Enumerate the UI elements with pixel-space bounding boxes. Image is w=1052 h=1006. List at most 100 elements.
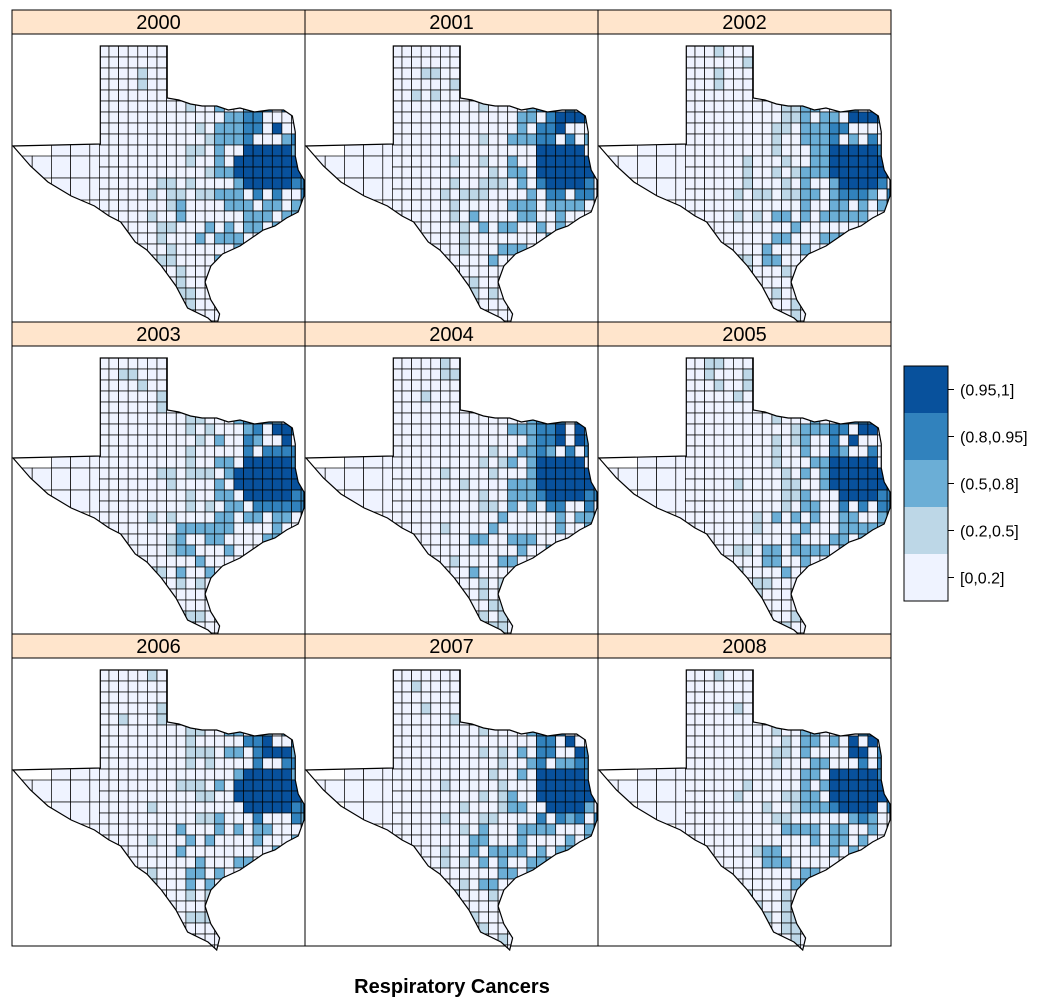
county-cell: [156, 500, 167, 513]
county-cell: [344, 467, 364, 491]
county-cell: [185, 599, 196, 612]
county-cell: [411, 390, 422, 403]
county-cell: [713, 713, 725, 726]
county-cell: [430, 100, 441, 113]
county-cell: [733, 221, 744, 234]
county-cell: [867, 199, 878, 212]
county-cell: [694, 691, 705, 704]
county-cell: [507, 533, 518, 546]
county-cell: [127, 46, 139, 58]
texas-outline: [597, 357, 891, 640]
county-cell: [430, 511, 441, 524]
county-cell: [526, 456, 537, 469]
county-cell: [790, 199, 802, 212]
county-cell: [694, 166, 705, 179]
county-cell: [723, 100, 734, 113]
county-cell: [752, 768, 763, 781]
county-cell: [156, 56, 167, 69]
county-cell: [713, 522, 725, 535]
county-cell: [233, 122, 244, 135]
county-cell: [156, 67, 167, 80]
county-cell: [497, 522, 509, 535]
county-cell: [401, 456, 412, 469]
county-cell: [223, 177, 235, 190]
county-cell: [752, 544, 763, 557]
county-cell: [262, 801, 273, 814]
county-cell: [243, 511, 254, 524]
county-cell: [848, 133, 859, 146]
county-cell: [156, 757, 167, 770]
county-cell: [809, 166, 821, 179]
county-cell: [526, 768, 537, 781]
county-cell: [497, 544, 509, 557]
county-cell: [401, 166, 412, 179]
county-cell: [526, 122, 537, 135]
county-cell: [223, 111, 235, 124]
map-panel-2007: 2007: [304, 633, 599, 952]
county-cell: [781, 566, 792, 579]
county-cell: [166, 724, 177, 737]
county-cell: [742, 144, 753, 157]
county-cell: [564, 812, 576, 825]
county-cell: [536, 177, 547, 190]
county-cell: [742, 133, 753, 146]
county-cell: [497, 221, 509, 234]
county-cell: [781, 555, 792, 568]
county-cell: [291, 489, 302, 502]
county-cell: [752, 746, 763, 759]
county-cell: [545, 188, 557, 201]
county-cell: [440, 78, 451, 91]
county-cell: [771, 155, 782, 168]
county-cell: [761, 199, 773, 212]
county-cell: [440, 67, 451, 80]
county-cell: [233, 823, 244, 836]
county-cell: [271, 801, 283, 814]
county-cell: [281, 746, 292, 759]
county-cell: [742, 232, 753, 245]
county-cell: [829, 511, 840, 524]
county-cell: [449, 735, 460, 748]
county-cell: [781, 287, 792, 300]
county-cell: [526, 188, 537, 201]
county-cell: [694, 46, 705, 58]
county-cell: [809, 221, 821, 234]
county-cell: [449, 122, 460, 135]
county-cell: [468, 100, 480, 113]
county-cell: [271, 166, 283, 179]
county-cell: [685, 478, 696, 491]
county-cell: [392, 177, 403, 190]
county-cell: [243, 133, 254, 146]
county-cell: [137, 768, 148, 781]
county-cell: [771, 911, 782, 924]
county-cell: [516, 144, 528, 157]
county-cell: [108, 735, 119, 748]
county-cell: [223, 423, 235, 436]
county-cell: [497, 155, 509, 168]
county-cell: [440, 533, 451, 546]
county-cell: [771, 834, 782, 847]
county-cell: [857, 188, 869, 201]
county-cell: [713, 500, 725, 513]
county-cell: [752, 555, 763, 568]
county-cell: [468, 199, 480, 212]
county-cell: [166, 867, 177, 880]
county-cell: [685, 456, 696, 469]
county-cell: [430, 489, 441, 502]
county-cell: [555, 467, 566, 480]
county-cell: [761, 478, 773, 491]
county-cell: [733, 122, 744, 135]
county-cell: [185, 199, 196, 212]
county-cell: [819, 845, 830, 858]
county-cell: [411, 757, 422, 770]
county-cell: [166, 144, 177, 157]
county-cell: [574, 467, 585, 480]
county-cell: [118, 790, 129, 803]
county-cell: [752, 724, 763, 737]
county-cell: [147, 100, 158, 113]
county-cell: [468, 834, 480, 847]
county-cell: [243, 221, 254, 234]
county-cell: [704, 812, 715, 825]
county-cell: [108, 779, 119, 792]
county-cell: [214, 221, 225, 234]
county-cell: [488, 834, 499, 847]
